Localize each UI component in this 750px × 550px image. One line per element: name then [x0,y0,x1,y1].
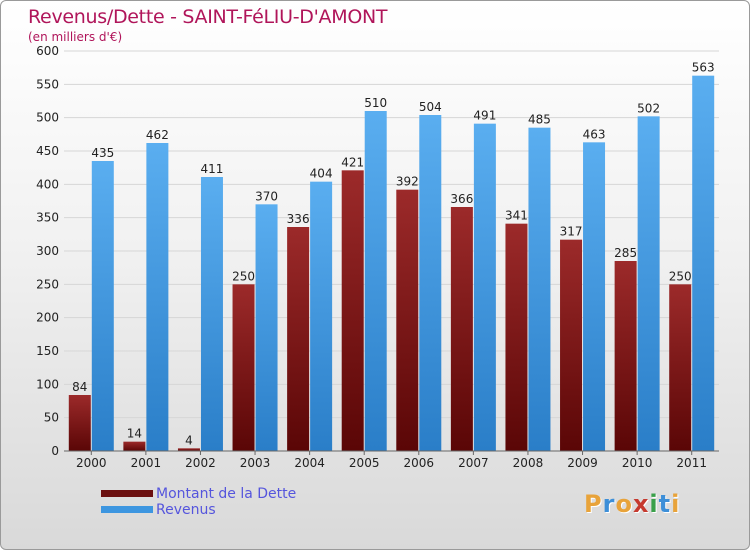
bar-revenue [419,115,442,451]
x-tick-label: 2004 [294,456,325,470]
bar-debt [505,223,528,451]
y-tick-label: 450 [36,144,59,158]
bar-debt [232,284,255,451]
x-tick-label: 2006 [404,456,435,470]
bar-revenue [637,116,660,451]
logo-letter: i [671,490,681,518]
data-label: 411 [201,162,224,176]
x-tick-label: 2011 [676,456,707,470]
x-tick-label: 2000 [76,456,107,470]
y-tick-label: 350 [36,211,59,225]
chart-title: Revenus/Dette - SAINT-FéLIU-D'AMONT [28,6,388,28]
bar-revenue [310,181,333,451]
legend-swatch-revenue [101,506,153,513]
x-tick-label: 2007 [458,456,489,470]
y-tick-label: 400 [36,177,59,191]
logo-letter: i [649,490,659,518]
y-tick-label: 100 [36,377,59,391]
data-labels: 84 435 14 462 4 411 250 370 336 404 421 510 392 504 36… [72,61,715,448]
data-label: 84 [72,380,87,394]
data-label: 14 [127,427,142,441]
data-label: 366 [450,192,473,206]
y-tick-label: 600 [36,44,59,58]
data-label: 563 [692,61,715,75]
data-label: 502 [637,101,660,115]
data-label: 250 [669,269,692,283]
y-tick-label: 300 [36,244,59,258]
x-tick-label: 2009 [567,456,598,470]
bar-revenue [146,143,169,451]
grid-lines [64,50,719,419]
logo-letter: t [658,490,672,518]
data-label: 336 [287,212,310,226]
data-label: 485 [528,113,551,127]
y-tick-label: 200 [36,311,59,325]
x-tick-label: 2001 [131,456,162,470]
bar-debt [123,441,146,451]
logo-letter: o [615,490,633,518]
bar-debt [396,189,419,451]
x-axis-ticks: 2000 2001 2002 2003 2004 2005 2006 2007 2008 2009… [76,451,707,470]
legend-label-revenue: Revenus [156,502,216,518]
bar-revenue [364,111,387,451]
data-label: 491 [473,109,496,123]
y-axis-ticks: 0 50 100 150 200 250 300 350 400 450 500 550 600 [36,44,59,458]
data-label: 341 [505,209,528,223]
legend-swatch-debt [101,490,153,497]
data-label: 370 [255,189,278,203]
data-label: 510 [364,96,387,110]
data-label: 504 [419,100,442,114]
bar-revenue [528,127,551,452]
y-tick-label: 550 [36,77,59,91]
data-label: 250 [232,269,255,283]
bar-debt [177,448,200,451]
y-tick-label: 50 [44,411,59,425]
data-label: 435 [91,146,114,160]
x-tick-label: 2008 [513,456,544,470]
data-label: 462 [146,128,169,142]
logo-letter: r [602,490,616,518]
bar-debt [614,261,637,451]
data-label: 4 [185,433,193,447]
x-tick-label: 2003 [240,456,271,470]
bar-debt [287,227,310,451]
y-tick-label: 0 [51,444,59,458]
chart-subtitle: (en milliers d'€) [28,30,123,44]
bar-revenue [583,142,606,452]
x-tick-label: 2010 [622,456,653,470]
y-tick-label: 500 [36,111,59,125]
bar-revenue [692,75,715,452]
bar-debt [560,239,583,451]
data-label: 421 [341,155,364,169]
bar-debt [68,395,91,451]
bar-debt [341,170,364,452]
x-tick-label: 2005 [349,456,380,470]
bar-debt [450,207,473,451]
data-label: 404 [310,167,333,181]
data-label: 285 [614,246,637,260]
y-tick-label: 250 [36,277,59,291]
bars [68,75,715,452]
legend-label-debt: Montant de la Dette [156,486,297,502]
logo-letter: x [632,490,650,518]
bar-revenue [200,177,223,451]
bar-revenue [473,123,496,452]
bar-revenue [255,204,278,451]
data-label: 317 [560,225,583,239]
proxiti-logo: Proxiti [584,490,680,518]
x-tick-label: 2002 [185,456,216,470]
bar-revenue [91,161,114,451]
logo-letter: P [584,490,603,518]
y-tick-label: 150 [36,344,59,358]
data-label: 392 [396,175,419,189]
data-label: 463 [583,127,606,141]
bar-debt [669,284,692,451]
